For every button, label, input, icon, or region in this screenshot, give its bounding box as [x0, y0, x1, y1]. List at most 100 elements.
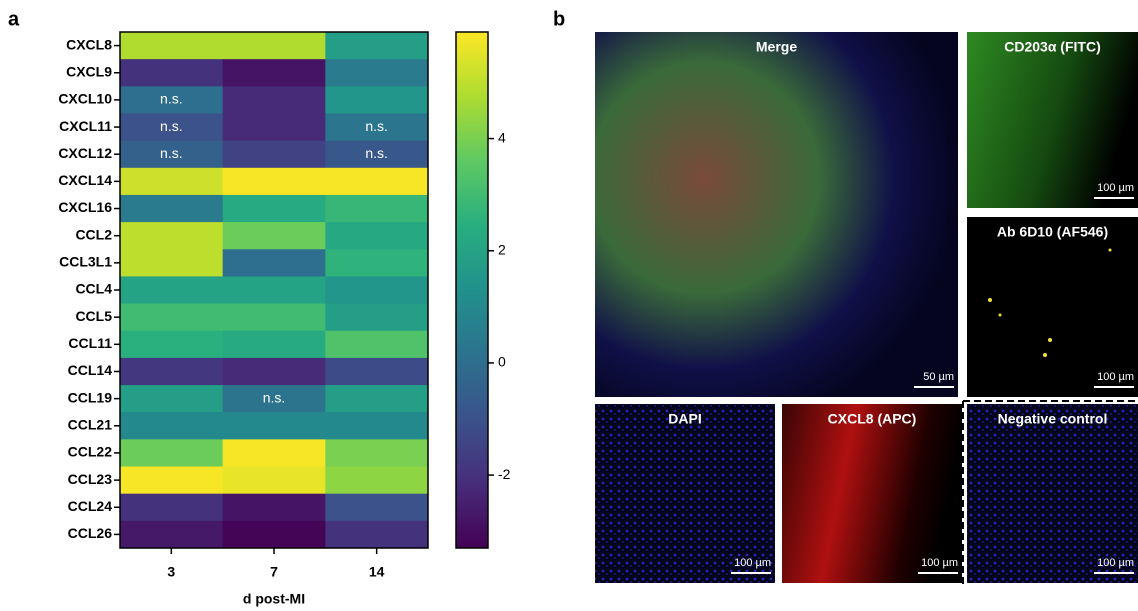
heatmap-cell: [325, 520, 429, 549]
scale-bar-label: 100 µm: [1097, 182, 1134, 194]
heatmap-cell: [120, 32, 224, 60]
heatmap-cell: [222, 59, 326, 87]
heatmap-cell: [325, 140, 429, 169]
heatmap-cell: [120, 167, 224, 196]
heatmap-cell: [325, 249, 429, 277]
colorbar: [455, 31, 489, 549]
y-tick-label: CCL23: [68, 471, 113, 487]
heatmap-cell: [120, 412, 224, 440]
colorbar-tick-label: 4: [498, 129, 506, 145]
y-tick-label: CXCL11: [59, 118, 112, 134]
heatmap-cell: [325, 466, 429, 495]
heatmap-cell: [222, 439, 326, 468]
heatmap-cell: [325, 167, 429, 196]
cell-label: n.s.: [160, 91, 183, 107]
image-title: Merge: [756, 39, 797, 55]
panel-label: b: [553, 8, 565, 30]
y-tick-label: CXCL9: [66, 63, 112, 79]
heatmap-cell: [222, 493, 326, 522]
scale-bar-label: 50 µm: [923, 371, 954, 383]
micrograph: [967, 217, 1138, 397]
heatmap-cell: [120, 466, 224, 495]
micrograph: [782, 404, 962, 583]
micrograph: [595, 32, 958, 397]
heatmap-cell: [222, 86, 326, 114]
micrograph: [967, 404, 1138, 583]
heatmap-cell: [222, 385, 326, 413]
heatmap-cell: [120, 113, 224, 142]
heatmap-cell: [325, 412, 429, 440]
micrograph: [595, 404, 775, 583]
image-title: CXCL8 (APC): [828, 411, 917, 427]
panel-label: a: [8, 8, 20, 30]
heatmap-cell: [222, 167, 326, 196]
scale-bar-label: 100 µm: [734, 557, 771, 569]
heatmap-cell: [325, 222, 429, 250]
heatmap-cell: [325, 86, 429, 114]
y-tick-label: CCL2: [75, 226, 112, 242]
heatmap-cell: [325, 439, 429, 468]
scale-bar-label: 100 µm: [1097, 557, 1134, 569]
heatmap-cell: [120, 194, 224, 223]
heatmap-cell: [325, 303, 429, 332]
y-tick-label: CCL4: [75, 281, 112, 297]
cell-label: n.s.: [365, 145, 388, 161]
heatmap-cell: [222, 140, 326, 169]
colorbar-tick-label: 0: [498, 354, 506, 370]
cell-label: n.s.: [160, 145, 183, 161]
cell-label: n.s.: [365, 118, 388, 134]
heatmap-cell: [325, 59, 429, 87]
heatmap-cell: [222, 276, 326, 305]
micrograph: [967, 32, 1138, 208]
heatmap-cell: [222, 32, 326, 60]
y-tick-label: CXCL14: [58, 172, 112, 188]
y-tick-label: CCL14: [68, 362, 113, 378]
heatmap-cell: [120, 303, 224, 332]
y-tick-label: CCL26: [68, 525, 113, 541]
heatmap-cell: [222, 357, 326, 386]
x-tick-label: 14: [369, 564, 385, 580]
heatmap-cell: [222, 303, 326, 332]
heatmap-cell: [120, 140, 224, 169]
x-axis-label: d post-MI: [243, 591, 305, 607]
image-title: DAPI: [668, 411, 701, 427]
heatmap-cell: [325, 113, 429, 142]
heatmap-cell: [222, 520, 326, 549]
y-tick-label: CXCL12: [58, 145, 112, 161]
heatmap-cell: [120, 330, 224, 359]
colorbar-tick-label: 2: [498, 241, 506, 257]
cell-label: n.s.: [263, 389, 286, 405]
heatmap-cell: [325, 276, 429, 305]
y-tick-label: CCL11: [68, 335, 112, 351]
heatmap-cell: [325, 330, 429, 359]
heatmap-cell: [325, 357, 429, 386]
scale-bar-label: 100 µm: [1097, 371, 1134, 383]
y-tick-label: CXCL8: [66, 36, 112, 52]
heatmap-cell: [120, 357, 224, 386]
heatmap-cell: [325, 194, 429, 223]
heatmap-cell: [120, 59, 224, 87]
y-tick-label: CCL24: [68, 498, 113, 514]
scale-bar-label: 100 µm: [921, 557, 958, 569]
heatmap-cell: [120, 385, 224, 413]
heatmap-cell: [120, 520, 224, 549]
heatmap-cell: [222, 330, 326, 359]
heatmap-cell: [120, 439, 224, 468]
heatmap-cell: [325, 32, 429, 60]
heatmap-cell: [325, 385, 429, 413]
heatmap-cell: [120, 222, 224, 250]
y-tick-label: CCL5: [75, 308, 112, 324]
y-tick-label: CCL3L1: [59, 254, 112, 270]
heatmap-cell: [120, 86, 224, 114]
heatmap-cell: [222, 249, 326, 277]
heatmap-cell: [222, 412, 326, 440]
y-tick-label: CCL21: [68, 416, 113, 432]
heatmap-cell: [325, 493, 429, 522]
x-tick-label: 7: [270, 564, 278, 580]
cell-label: n.s.: [160, 118, 183, 134]
image-title: Negative control: [998, 411, 1108, 427]
heatmap-cell: [120, 249, 224, 277]
x-tick-label: 3: [167, 564, 175, 580]
image-title: CD203α (FITC): [1004, 39, 1101, 55]
